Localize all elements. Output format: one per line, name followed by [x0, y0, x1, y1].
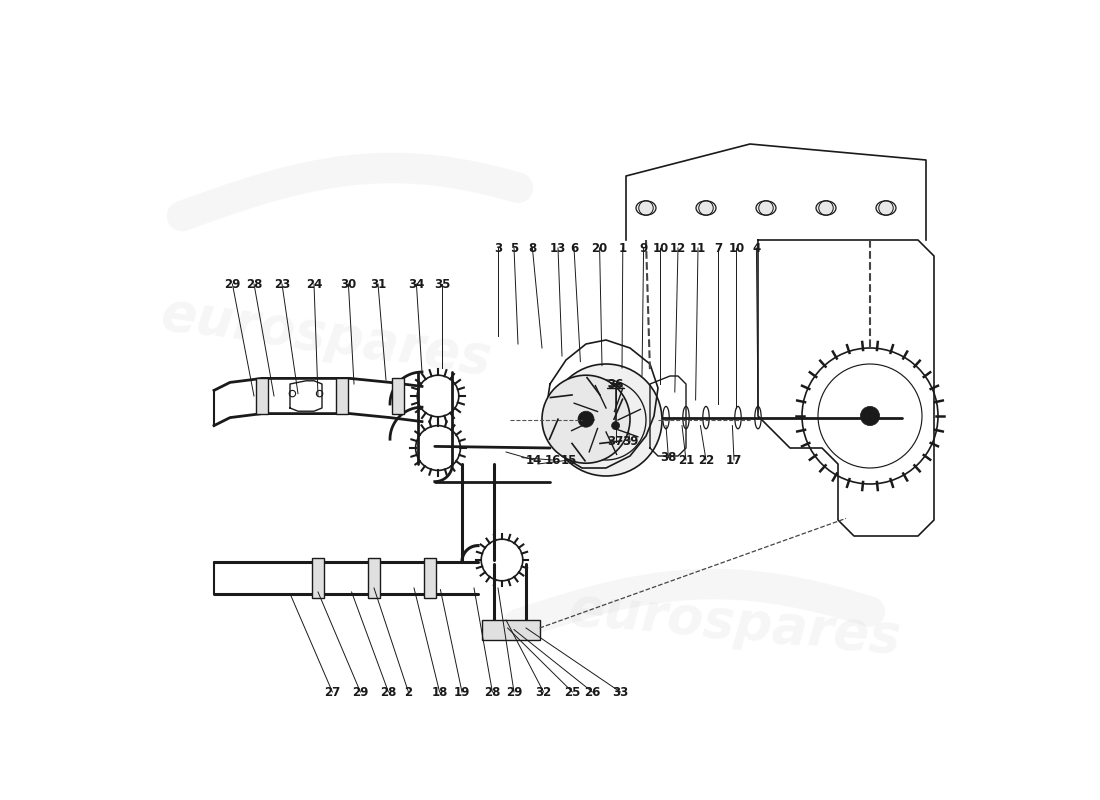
Text: 34: 34 — [408, 278, 425, 290]
Circle shape — [550, 364, 662, 476]
Bar — [367, 558, 381, 598]
Text: 19: 19 — [454, 686, 470, 698]
Circle shape — [860, 406, 880, 426]
Text: 28: 28 — [484, 686, 500, 698]
Text: 10: 10 — [728, 242, 745, 254]
Text: 28: 28 — [245, 278, 262, 290]
Text: 20: 20 — [592, 242, 607, 254]
Text: 10: 10 — [652, 242, 669, 254]
Text: 17: 17 — [726, 454, 742, 466]
Text: 7: 7 — [714, 242, 722, 254]
Ellipse shape — [816, 201, 836, 215]
Text: 29: 29 — [224, 278, 241, 290]
Ellipse shape — [876, 201, 896, 215]
Bar — [393, 378, 404, 414]
Text: eurospares: eurospares — [565, 583, 902, 665]
Text: 8: 8 — [528, 242, 537, 254]
Text: 27: 27 — [324, 686, 341, 698]
Circle shape — [542, 375, 630, 463]
Ellipse shape — [756, 201, 775, 215]
Text: 18: 18 — [431, 686, 448, 698]
Bar — [337, 378, 348, 414]
Text: 29: 29 — [506, 686, 522, 698]
Text: 23: 23 — [274, 278, 290, 290]
Text: 22: 22 — [697, 454, 714, 466]
Text: 25: 25 — [564, 686, 581, 698]
Text: 36: 36 — [607, 378, 624, 390]
Text: 32: 32 — [536, 686, 552, 698]
Text: 3: 3 — [494, 242, 502, 254]
Text: 12: 12 — [670, 242, 686, 254]
Text: 4: 4 — [752, 242, 760, 254]
Text: 16: 16 — [544, 454, 561, 466]
Bar — [424, 558, 437, 598]
Text: 21: 21 — [678, 454, 694, 466]
Text: 2: 2 — [405, 686, 412, 698]
Ellipse shape — [636, 201, 656, 215]
Text: 31: 31 — [370, 278, 386, 290]
Bar — [256, 378, 267, 414]
Bar — [482, 620, 540, 640]
Circle shape — [612, 422, 619, 430]
Text: 6: 6 — [570, 242, 579, 254]
Text: 28: 28 — [381, 686, 397, 698]
Text: 26: 26 — [584, 686, 601, 698]
Text: 1: 1 — [618, 242, 627, 254]
Text: 11: 11 — [690, 242, 706, 254]
Text: 9: 9 — [639, 242, 648, 254]
Text: 37: 37 — [607, 435, 624, 448]
Bar — [311, 558, 324, 598]
Text: 39: 39 — [621, 435, 638, 448]
Text: 13: 13 — [550, 242, 566, 254]
Text: 29: 29 — [352, 686, 368, 698]
Text: 33: 33 — [613, 686, 628, 698]
Text: eurospares: eurospares — [157, 287, 495, 385]
Text: 24: 24 — [306, 278, 322, 290]
Text: 30: 30 — [340, 278, 356, 290]
Circle shape — [578, 411, 594, 427]
Text: 5: 5 — [510, 242, 518, 254]
Text: 38: 38 — [660, 451, 676, 464]
Text: 14: 14 — [526, 454, 542, 466]
Text: 35: 35 — [433, 278, 450, 290]
Text: 15: 15 — [561, 454, 578, 466]
Ellipse shape — [696, 201, 716, 215]
